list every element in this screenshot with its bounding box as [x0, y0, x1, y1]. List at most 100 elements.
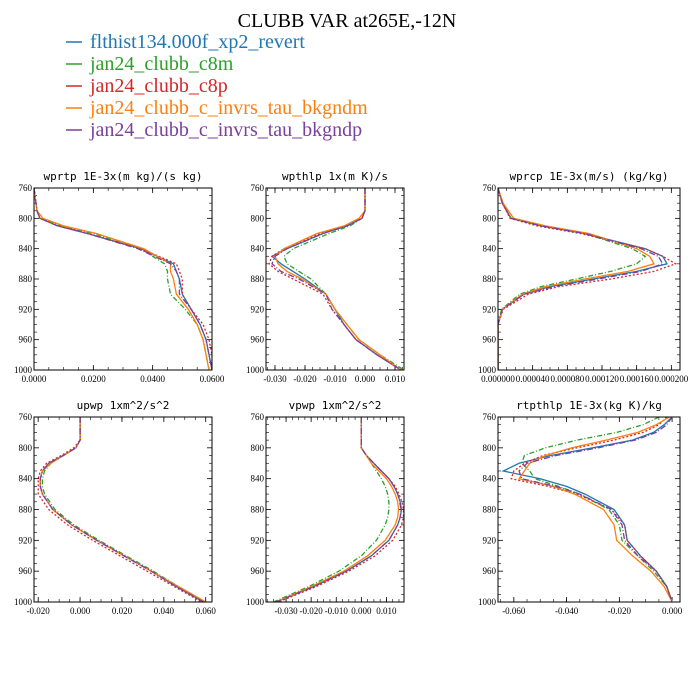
- x-tick-label: 0.000040: [516, 374, 550, 384]
- y-tick-label: 800: [19, 213, 33, 223]
- panel-title: vpwp 1xm^2/s^2: [289, 399, 382, 412]
- y-tick-label: 920: [483, 535, 497, 545]
- y-tick-label: 920: [251, 535, 265, 545]
- panel-4: upwp 1xm^2/s^2 760 800 840 880 920 960 1000-0.0…: [14, 399, 216, 616]
- x-tick-label: 0.020: [112, 606, 133, 616]
- x-tick-label: 0.060: [196, 606, 217, 616]
- series-line-2: [41, 417, 207, 602]
- y-tick-label: 800: [251, 443, 265, 453]
- panel-6: rtpthlp 1E-3x(kg K)/kg 760 800 840 880 920 960…: [478, 399, 683, 616]
- plot-frame: [33, 187, 213, 371]
- y-tick-label: 880: [251, 274, 265, 284]
- y-tick-label: 1000: [478, 597, 497, 607]
- panel-5: vpwp 1xm^2/s^2 760 800 840 880 920 960 1000 -0.0…: [246, 399, 405, 616]
- series-line-3: [37, 417, 202, 602]
- series-group: [273, 417, 404, 602]
- y-tick-label: 840: [19, 244, 33, 254]
- y-tick-label: 960: [483, 335, 497, 345]
- series-line-2: [273, 417, 390, 602]
- y-tick-label: 960: [19, 566, 33, 576]
- series-group: [37, 417, 207, 602]
- y-tick-label: 880: [483, 505, 497, 515]
- series-line-5: [518, 417, 673, 602]
- x-tick-label: 0.000000: [481, 374, 515, 384]
- series-line-1: [39, 417, 204, 602]
- y-tick-label: 760: [19, 412, 33, 422]
- x-tick-label: -0.020: [608, 606, 632, 616]
- series-group: [498, 188, 678, 370]
- x-tick-label: 0.000160: [620, 374, 654, 384]
- series-line-4: [39, 417, 207, 602]
- series-line-5: [498, 188, 664, 370]
- x-tick-label: 0.010: [385, 374, 406, 384]
- y-tick-label: 880: [19, 274, 33, 284]
- panel-title: wpthlp 1x(m K)/s: [282, 170, 388, 183]
- series-line-2: [34, 188, 210, 370]
- y-tick-label: 920: [19, 304, 33, 314]
- legend-entry: flthist134.000f_xp2_revert: [90, 31, 305, 53]
- y-tick-label: 880: [483, 274, 497, 284]
- y-tick-label: 1000: [14, 597, 33, 607]
- y-tick-label: 760: [251, 412, 265, 422]
- series-line-5: [39, 417, 204, 602]
- series-line-3: [34, 188, 212, 370]
- x-tick-label: 0.010: [376, 606, 397, 616]
- panel-title: upwp 1xm^2/s^2: [77, 399, 170, 412]
- figure-title: CLUBB VAR at265E,-12N: [238, 10, 457, 32]
- y-tick-label: 840: [251, 474, 265, 484]
- x-tick-label: -0.010: [323, 374, 347, 384]
- series-line-3: [268, 188, 402, 370]
- y-tick-label: 760: [483, 183, 497, 193]
- series-line-4: [34, 188, 210, 370]
- plot-frame: [33, 416, 213, 603]
- y-tick-label: 800: [483, 213, 497, 223]
- panel-3: wprcp 1E-3x(m/s) (kg/kg) 760 800 840 880 920 9…: [478, 170, 689, 384]
- y-tick-label: 760: [483, 412, 497, 422]
- plot-frame: [497, 416, 681, 603]
- y-tick-label: 920: [483, 304, 497, 314]
- plot-frame: [265, 416, 405, 603]
- y-tick-label: 960: [19, 335, 33, 345]
- y-tick-label: 760: [19, 183, 33, 193]
- y-tick-label: 960: [251, 566, 265, 576]
- x-tick-label: 0.000120: [585, 374, 619, 384]
- x-tick-label: 0.000: [351, 606, 372, 616]
- legend-entry: jan24_clubb_c8m: [89, 53, 234, 75]
- series-line-1: [270, 188, 402, 370]
- series-line-4: [274, 188, 402, 370]
- series-group: [501, 417, 673, 602]
- series-line-4: [518, 417, 673, 602]
- legend: flthist134.000f_xp2_revertjan24_clubb_c8…: [66, 31, 368, 141]
- x-tick-label: 0.0000: [22, 374, 47, 384]
- plot-frame: [265, 187, 405, 371]
- y-tick-label: 960: [251, 335, 265, 345]
- series-line-3: [498, 188, 678, 370]
- x-tick-label: 0.0200: [81, 374, 106, 384]
- y-tick-label: 800: [483, 443, 497, 453]
- series-line-1: [501, 417, 673, 602]
- panel-title: wprcp 1E-3x(m/s) (kg/kg): [510, 170, 669, 183]
- y-tick-label: 840: [483, 244, 497, 254]
- y-tick-label: 960: [483, 566, 497, 576]
- x-tick-label: 0.000: [70, 606, 91, 616]
- series-line-2: [520, 417, 673, 602]
- y-tick-label: 800: [251, 213, 265, 223]
- y-tick-label: 1000: [478, 365, 497, 375]
- y-tick-label: 800: [19, 443, 33, 453]
- y-tick-label: 880: [19, 505, 33, 515]
- panel-1: wprtp 1E-3x(m kg)/(s kg) 760 800 840 880 920 9…: [14, 170, 225, 384]
- y-tick-label: 760: [251, 183, 265, 193]
- y-tick-label: 920: [251, 304, 265, 314]
- legend-entry: jan24_clubb_c8p: [89, 75, 228, 97]
- x-tick-label: 0.0600: [200, 374, 225, 384]
- y-tick-label: 840: [251, 244, 265, 254]
- series-line-4: [498, 188, 655, 370]
- y-tick-label: 880: [251, 505, 265, 515]
- series-group: [34, 188, 212, 370]
- y-tick-label: 1000: [246, 597, 265, 607]
- x-tick-label: 0.000200: [654, 374, 688, 384]
- y-tick-label: 1000: [14, 365, 33, 375]
- y-tick-label: 920: [19, 535, 33, 545]
- x-tick-label: -0.020: [300, 606, 324, 616]
